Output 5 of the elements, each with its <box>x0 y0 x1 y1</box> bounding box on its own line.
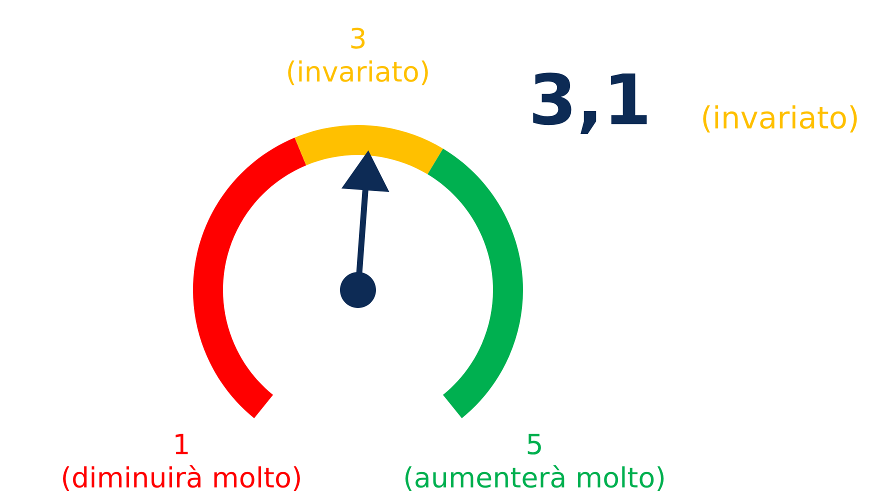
slice-label: 5 (aumenterà molto) <box>405 434 664 492</box>
text: (invariato) <box>703 105 857 132</box>
slice-label: 1 (diminuirà molto) <box>63 434 300 492</box>
text: 3,1 <box>533 72 647 134</box>
slice-label: 3 (invariato) <box>288 28 428 86</box>
